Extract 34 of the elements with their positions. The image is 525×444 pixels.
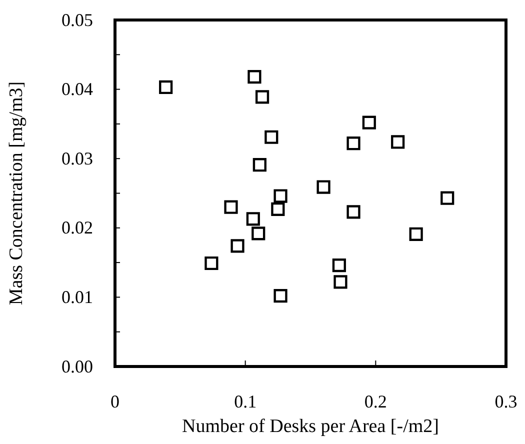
point bbox=[362, 116, 376, 130]
point bbox=[274, 189, 288, 203]
y-tick-label: 0.01 bbox=[62, 286, 93, 307]
x-axis-title: Number of Desks per Area [-/m2] bbox=[182, 416, 439, 437]
point bbox=[204, 256, 218, 270]
y-axis-title: Mass Concentration [mg/m3] bbox=[6, 81, 27, 306]
x-tick-label: 0.2 bbox=[364, 391, 387, 412]
point bbox=[159, 80, 173, 94]
point bbox=[255, 90, 270, 104]
y-tick-label: 0.05 bbox=[62, 10, 93, 30]
point bbox=[271, 202, 285, 216]
point bbox=[346, 136, 360, 150]
point bbox=[274, 289, 288, 303]
point bbox=[248, 70, 262, 84]
point bbox=[252, 226, 266, 240]
y-tick-label: 0.03 bbox=[62, 148, 93, 168]
x-tick-label: 0.1 bbox=[234, 391, 257, 412]
y-tick-label: 0.04 bbox=[62, 79, 93, 100]
point bbox=[440, 191, 454, 205]
point bbox=[224, 200, 238, 214]
y-tick-label: 0.00 bbox=[62, 356, 93, 376]
point bbox=[316, 180, 330, 194]
point bbox=[334, 275, 348, 289]
point bbox=[252, 158, 266, 172]
point bbox=[346, 205, 360, 219]
x-tick-label: 0 bbox=[110, 391, 120, 412]
point bbox=[264, 130, 278, 144]
point bbox=[409, 227, 423, 241]
point bbox=[246, 212, 260, 226]
point bbox=[332, 258, 346, 272]
x-tick-label: 0.3 bbox=[494, 391, 518, 412]
point bbox=[391, 135, 405, 149]
y-tick-label: 0.02 bbox=[62, 218, 93, 238]
point bbox=[230, 239, 244, 253]
